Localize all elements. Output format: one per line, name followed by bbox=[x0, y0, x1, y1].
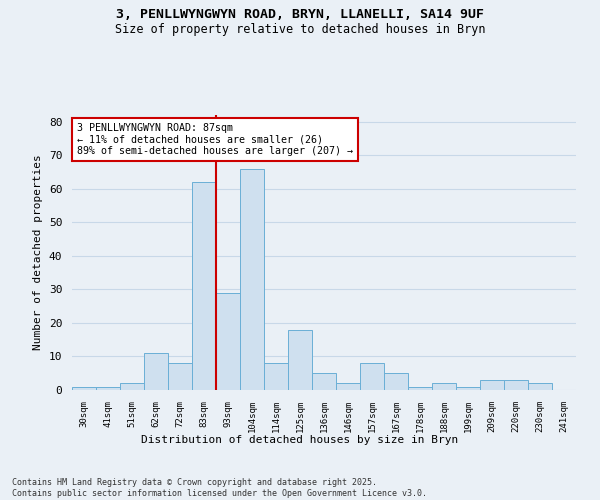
Text: Contains HM Land Registry data © Crown copyright and database right 2025.
Contai: Contains HM Land Registry data © Crown c… bbox=[12, 478, 427, 498]
Bar bbox=[216, 292, 240, 390]
Bar bbox=[456, 386, 480, 390]
Bar bbox=[192, 182, 216, 390]
Text: Size of property relative to detached houses in Bryn: Size of property relative to detached ho… bbox=[115, 22, 485, 36]
Y-axis label: Number of detached properties: Number of detached properties bbox=[33, 154, 43, 350]
Bar bbox=[72, 386, 96, 390]
Bar bbox=[480, 380, 504, 390]
Bar bbox=[144, 353, 168, 390]
Bar bbox=[312, 373, 336, 390]
Bar bbox=[360, 363, 384, 390]
Bar bbox=[168, 363, 192, 390]
Bar bbox=[504, 380, 528, 390]
Bar bbox=[240, 168, 264, 390]
Bar bbox=[288, 330, 312, 390]
Bar bbox=[96, 386, 120, 390]
Bar bbox=[336, 384, 360, 390]
Bar bbox=[408, 386, 432, 390]
Text: 3 PENLLWYNGWYN ROAD: 87sqm
← 11% of detached houses are smaller (26)
89% of semi: 3 PENLLWYNGWYN ROAD: 87sqm ← 11% of deta… bbox=[77, 123, 353, 156]
Bar bbox=[264, 363, 288, 390]
Bar bbox=[528, 384, 552, 390]
Bar bbox=[120, 384, 144, 390]
Bar bbox=[384, 373, 408, 390]
Bar bbox=[432, 384, 456, 390]
Text: Distribution of detached houses by size in Bryn: Distribution of detached houses by size … bbox=[142, 435, 458, 445]
Text: 3, PENLLWYNGWYN ROAD, BRYN, LLANELLI, SA14 9UF: 3, PENLLWYNGWYN ROAD, BRYN, LLANELLI, SA… bbox=[116, 8, 484, 20]
